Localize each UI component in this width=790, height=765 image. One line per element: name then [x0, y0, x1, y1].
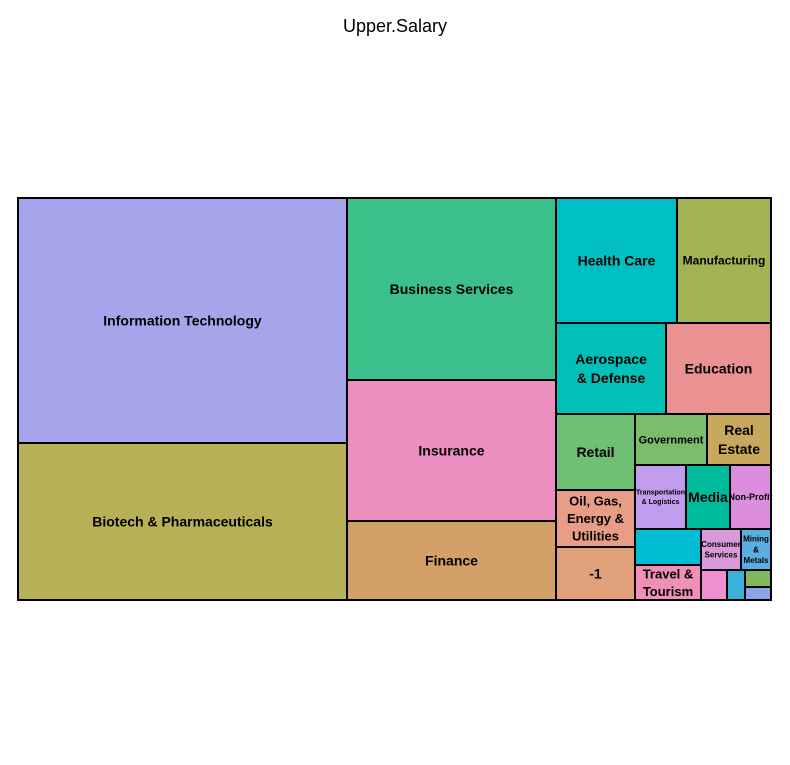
tile-label: Oil, Gas, Energy & Utilities	[567, 494, 624, 544]
tile-insurance: Insurance	[346, 379, 557, 522]
tile-rect	[634, 528, 702, 566]
tile-non-profit: Non-Profit	[729, 464, 773, 530]
tile-rect	[700, 528, 742, 571]
tile-mining-metals: Mining & Metals	[740, 528, 772, 571]
tile-rect	[729, 464, 772, 530]
tile-rect	[740, 528, 772, 571]
tile-label: Government	[639, 434, 704, 446]
tile-biotech-pharmaceuticals: Biotech & Pharmaceuticals	[17, 442, 348, 601]
tile-rect	[555, 197, 678, 324]
tile-information-technology: Information Technology	[17, 197, 348, 444]
tile-rect	[634, 464, 687, 530]
tile-rect	[744, 586, 772, 601]
tile-rect	[685, 464, 731, 530]
tile-rect	[665, 322, 772, 415]
tile-label: Media	[688, 489, 728, 505]
tile-label: -1	[589, 565, 602, 581]
tile-label: Insurance	[418, 442, 484, 458]
tile-rect	[706, 413, 772, 466]
tile-rect	[346, 520, 557, 601]
tile-finance: Finance	[346, 520, 557, 601]
tile-rect	[17, 442, 348, 601]
tile-real-estate: Real Estate	[706, 413, 772, 466]
tile-label: Business Services	[390, 281, 514, 297]
tile-manufacturing: Manufacturing	[676, 197, 772, 324]
tile-label: Aerospace & Defense	[575, 351, 647, 386]
tile-label: Manufacturing	[683, 254, 766, 268]
tile-aerospace-defense: Aerospace & Defense	[555, 322, 667, 415]
tile-consumer-services: Consumer Services	[700, 528, 742, 571]
tile-unlabeled-24	[744, 586, 772, 601]
tile-unlabeled-23	[744, 569, 772, 588]
tile-rect	[555, 546, 636, 601]
tile-label: Health Care	[578, 252, 656, 268]
tile-oil-gas-energy-utilities: Oil, Gas, Energy & Utilities	[555, 489, 636, 548]
tile-rect	[676, 197, 772, 324]
tile-label: Consumer Services	[701, 540, 741, 560]
tile-label: Mining & Metals	[743, 535, 769, 566]
tile-retail: Retail	[555, 413, 636, 491]
tile-1: -1	[555, 546, 636, 601]
tile-rect	[726, 569, 746, 601]
tile-label: Information Technology	[103, 312, 262, 328]
tile-label: Finance	[425, 552, 478, 568]
tile-health-care: Health Care	[555, 197, 678, 324]
tile-label: Travel & Tourism	[643, 566, 694, 599]
tile-transportation-logistics: Transportation & Logistics	[634, 464, 687, 530]
tile-label: Non-Profit	[729, 492, 773, 502]
tile-rect	[700, 569, 728, 601]
tile-rect	[555, 322, 667, 415]
tile-travel-tourism: Travel & Tourism	[634, 564, 702, 601]
tile-business-services: Business Services	[346, 197, 557, 381]
tile-rect	[555, 413, 636, 491]
tile-label: Real Estate	[718, 422, 760, 457]
tile-rect	[634, 564, 702, 601]
tile-media: Media	[685, 464, 731, 530]
tile-label: Biotech & Pharmaceuticals	[92, 513, 273, 529]
tile-education: Education	[665, 322, 772, 415]
tile-rect	[744, 569, 772, 588]
tile-unlabeled-17	[634, 528, 702, 566]
tile-label: Retail	[576, 444, 614, 460]
tile-unlabeled-22	[726, 569, 746, 601]
tile-label: Education	[685, 360, 753, 376]
chart-title: Upper.Salary	[342, 16, 448, 36]
tile-label: Transportation & Logistics	[636, 490, 685, 506]
tile-unlabeled-21	[700, 569, 728, 601]
tile-government: Government	[634, 413, 708, 466]
